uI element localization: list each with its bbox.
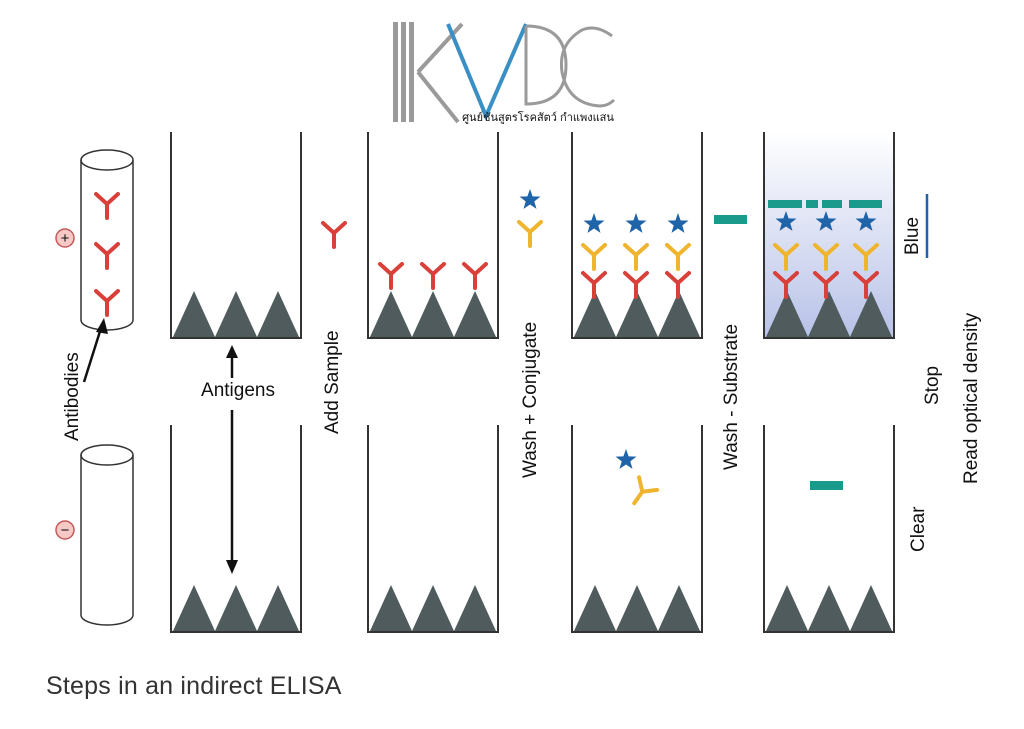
well-bottom-1: [170, 425, 302, 633]
antigen-triangle: [257, 291, 299, 337]
antigen-triangle: [370, 585, 412, 631]
sample-antibody: [321, 221, 347, 249]
clear-label: Clear: [908, 506, 929, 552]
well-top-4: [763, 132, 895, 339]
antigen-triangle: [850, 585, 892, 631]
bound-antibody: [420, 262, 446, 290]
well-bottom-4: [763, 425, 895, 633]
wells-group: [94, 132, 895, 633]
antigen-triangle: [850, 291, 892, 337]
antigen-triangle: [215, 585, 257, 631]
enzyme-star: [625, 213, 647, 233]
logo-bar: [393, 22, 398, 122]
antigen-triangle: [658, 291, 700, 337]
antigen-triangle: [454, 585, 496, 631]
bound-antibody: [581, 271, 607, 299]
antigens-arrow-down: [226, 410, 238, 574]
unbound-conjugate: [632, 475, 660, 506]
positive-sign: +: [55, 228, 75, 248]
tube-antibody: [94, 289, 120, 317]
conjugate-antibody: [853, 243, 879, 271]
wash-conjugate-label: Wash + Conjugate: [520, 322, 541, 478]
antigen-triangle: [173, 291, 215, 337]
enzyme-star: [519, 189, 541, 209]
antibodies-arrow: [82, 318, 108, 383]
negative-sign: −: [55, 520, 75, 540]
bound-antibody: [623, 271, 649, 299]
svg-text:−: −: [61, 522, 70, 539]
antigen-triangle: [574, 585, 616, 631]
antigen-triangle: [766, 585, 808, 631]
substrate-dash: [806, 200, 818, 208]
read-od-label: Read optical density: [961, 312, 982, 484]
add-sample-label: Add Sample: [322, 330, 343, 434]
antigen-triangle: [412, 585, 454, 631]
unreacted-substrate: [810, 481, 843, 490]
bound-antibody: [378, 262, 404, 290]
well-top-2: [367, 132, 499, 339]
enzyme-star: [615, 449, 637, 469]
free-conjugate: [517, 220, 543, 248]
antigen-triangle: [808, 585, 850, 631]
stop-label: Stop: [922, 366, 943, 405]
enzyme-star: [855, 211, 877, 231]
enzyme-star: [667, 213, 689, 233]
well-bottom-3: [571, 425, 703, 633]
bound-antibody: [462, 262, 488, 290]
free-substrate: [714, 215, 747, 224]
antigen-triangle: [766, 291, 808, 337]
antigens-label: Antigens: [201, 380, 275, 401]
substrate-dash: [768, 200, 802, 208]
antigen-triangle: [454, 291, 496, 337]
enzyme-star: [815, 211, 837, 231]
substrate-dash: [822, 200, 842, 208]
antigen-triangle: [412, 291, 454, 337]
well-bottom-2: [367, 425, 499, 633]
antigen-triangle: [257, 585, 299, 631]
logo-v: [446, 23, 528, 122]
well-top-1: [170, 132, 302, 339]
conjugate-antibody: [623, 243, 649, 271]
tube-antibody: [94, 242, 120, 270]
antigen-triangle: [616, 291, 658, 337]
caption: Steps in an indirect ELISA: [46, 672, 342, 700]
antigen-triangle: [616, 585, 658, 631]
conjugate-antibody: [773, 243, 799, 271]
antigen-triangle: [808, 291, 850, 337]
bound-antibody: [665, 271, 691, 299]
antibodies-label: Antibodies: [62, 352, 83, 441]
blue-label: Blue: [902, 217, 923, 255]
antigen-triangle: [370, 291, 412, 337]
tube-antibody: [94, 192, 120, 220]
logo-subtitle: ศูนย์ชันสูตรโรคสัตว์ กำแพงแสน: [462, 110, 614, 124]
svg-text:+: +: [61, 230, 70, 247]
bound-antibody: [853, 271, 879, 299]
negative-tube: [80, 444, 134, 626]
bound-antibody: [773, 271, 799, 299]
substrate-dash: [849, 200, 882, 208]
conjugate-antibody: [813, 243, 839, 271]
conjugate-antibody: [665, 243, 691, 271]
antigen-triangle: [173, 585, 215, 631]
enzyme-star: [583, 213, 605, 233]
well-top-3: [571, 132, 703, 339]
antigen-triangle: [658, 585, 700, 631]
kvdc-logo: ศูนย์ชันสูตรโรคสัตว์ กำแพงแสน: [393, 22, 616, 124]
antigens-arrow-up: [226, 345, 238, 378]
bound-antibody: [813, 271, 839, 299]
enzyme-star: [775, 211, 797, 231]
antigen-triangle: [215, 291, 257, 337]
antigen-triangle: [574, 291, 616, 337]
wash-substrate-label: Wash - Substrate: [721, 324, 742, 470]
conjugate-antibody: [581, 243, 607, 271]
